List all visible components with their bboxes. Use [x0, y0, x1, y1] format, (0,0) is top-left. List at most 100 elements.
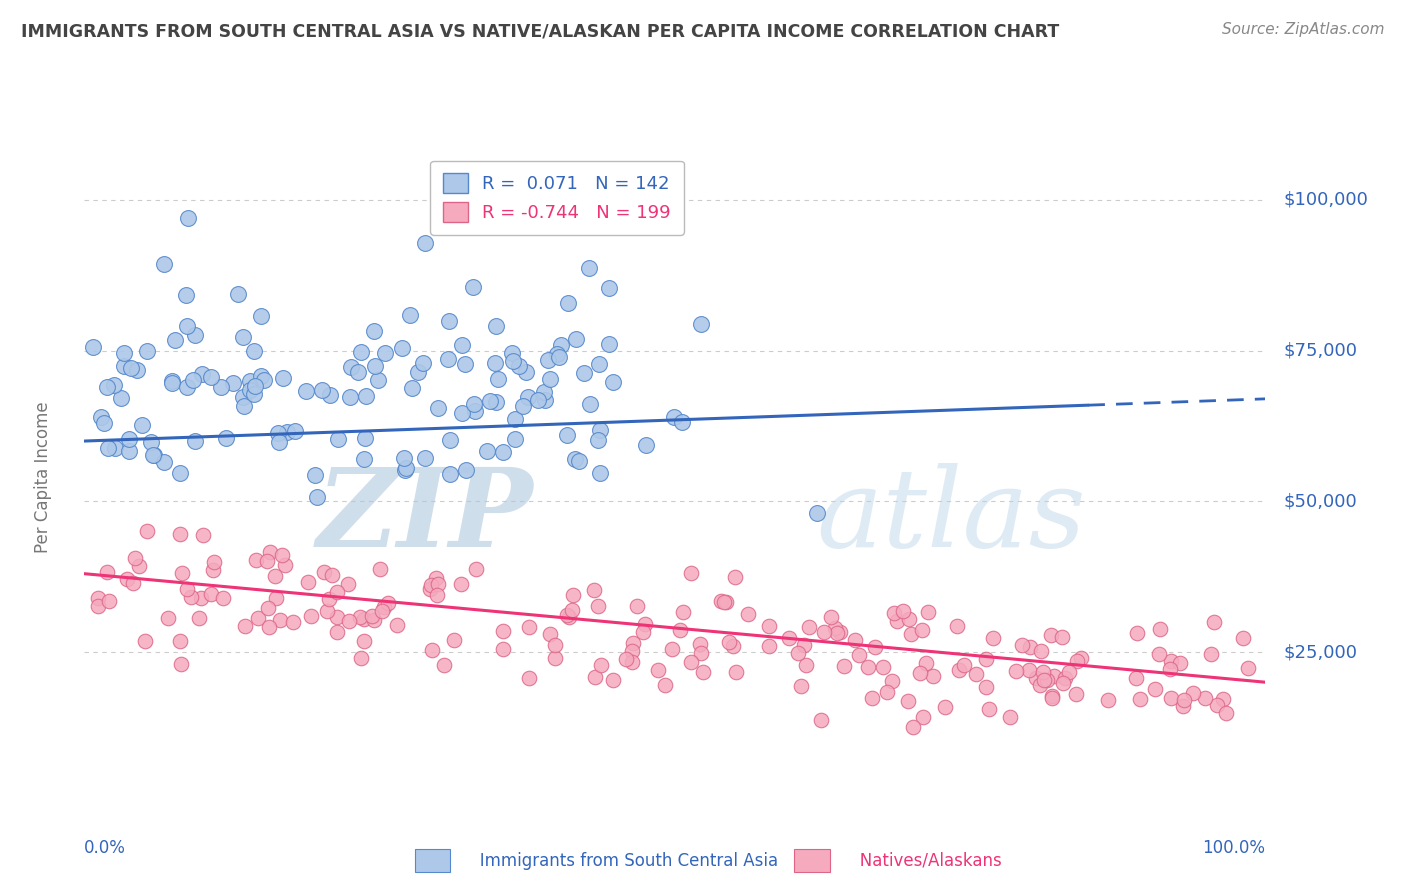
Point: [921, 669, 943, 683]
Point: [544, 638, 567, 652]
Point: [353, 451, 375, 466]
Point: [1039, 627, 1062, 641]
Point: [557, 296, 579, 310]
Point: [202, 555, 225, 569]
Point: [661, 641, 683, 656]
Point: [267, 435, 290, 450]
Point: [538, 372, 561, 386]
Point: [283, 424, 305, 438]
Point: [136, 524, 159, 539]
Point: [97, 594, 120, 608]
Point: [503, 412, 526, 426]
Point: [339, 390, 361, 404]
Point: [191, 368, 214, 382]
Point: [271, 371, 294, 385]
Point: [354, 389, 377, 403]
Point: [312, 566, 335, 580]
Point: [647, 663, 669, 677]
Point: [1215, 706, 1237, 720]
Point: [90, 410, 112, 425]
Point: [844, 633, 866, 648]
Point: [200, 587, 222, 601]
Point: [267, 425, 290, 440]
Point: [413, 451, 436, 466]
Point: [1036, 673, 1059, 688]
Point: [97, 442, 120, 456]
Point: [634, 616, 657, 631]
Point: [508, 359, 530, 373]
Point: [152, 257, 174, 271]
Point: [451, 406, 474, 420]
Point: [948, 663, 970, 677]
Point: [266, 591, 288, 606]
Point: [537, 352, 560, 367]
Point: [876, 685, 898, 699]
Point: [419, 582, 441, 597]
Point: [492, 445, 515, 459]
Point: [794, 657, 817, 672]
Point: [346, 365, 368, 379]
Point: [184, 327, 207, 342]
Point: [202, 563, 225, 577]
Point: [364, 359, 387, 374]
Point: [394, 463, 416, 477]
Point: [387, 617, 409, 632]
Point: [1005, 665, 1028, 679]
Point: [598, 281, 620, 295]
Point: [568, 454, 591, 468]
Point: [1042, 668, 1064, 682]
Point: [153, 455, 176, 469]
Point: [484, 356, 506, 370]
Point: [1040, 689, 1063, 703]
Point: [325, 625, 347, 640]
Point: [1125, 671, 1147, 685]
Point: [439, 467, 461, 481]
Point: [1070, 650, 1092, 665]
Point: [415, 236, 437, 251]
Point: [200, 369, 222, 384]
Point: [245, 553, 267, 567]
Point: [367, 373, 389, 387]
Point: [538, 627, 561, 641]
Point: [1149, 622, 1171, 636]
Point: [662, 409, 685, 424]
Point: [614, 652, 637, 666]
Point: [297, 574, 319, 589]
Point: [555, 607, 578, 622]
Point: [87, 591, 110, 605]
Point: [156, 611, 179, 625]
Point: [620, 655, 643, 669]
Point: [1205, 698, 1227, 712]
Point: [1212, 691, 1234, 706]
Point: [1232, 631, 1254, 645]
Point: [863, 640, 886, 655]
Point: [848, 648, 870, 662]
Point: [257, 620, 280, 634]
Point: [797, 620, 820, 634]
Point: [250, 369, 273, 384]
Point: [176, 380, 198, 394]
Point: [546, 346, 568, 360]
Point: [517, 620, 540, 634]
Point: [115, 572, 138, 586]
Point: [112, 346, 135, 360]
Point: [443, 633, 465, 648]
Point: [465, 562, 488, 576]
Point: [316, 604, 339, 618]
Point: [825, 625, 848, 640]
Point: [934, 700, 956, 714]
Point: [713, 594, 735, 608]
Point: [586, 433, 609, 447]
Point: [142, 449, 165, 463]
Point: [394, 451, 416, 466]
Point: [162, 374, 184, 388]
Point: [188, 611, 211, 625]
Point: [183, 434, 205, 448]
Point: [872, 660, 894, 674]
Point: [1032, 673, 1054, 687]
Point: [253, 373, 276, 387]
Text: Source: ZipAtlas.com: Source: ZipAtlas.com: [1222, 22, 1385, 37]
Point: [901, 720, 924, 734]
Point: [1194, 691, 1216, 706]
Point: [222, 376, 245, 390]
